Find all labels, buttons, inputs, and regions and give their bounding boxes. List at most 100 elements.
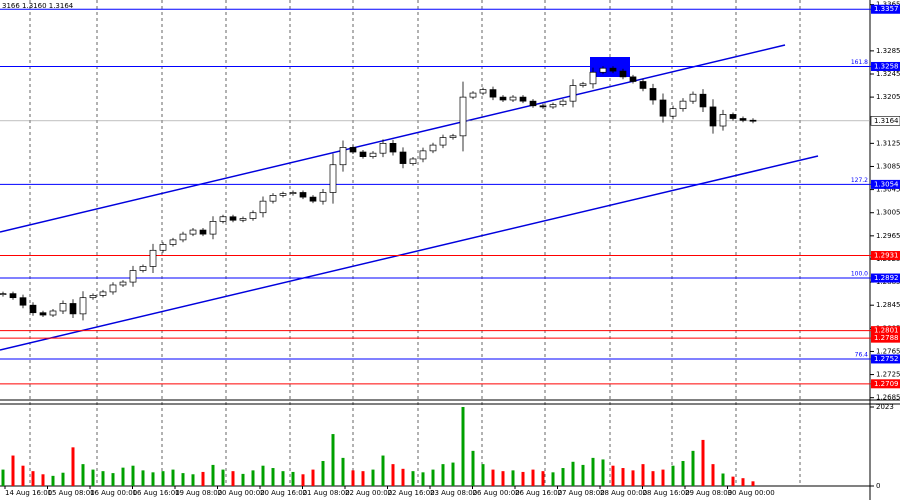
candle-body [29,304,37,314]
volume-bar [41,474,45,486]
candle-body [509,96,517,101]
level-box [871,333,900,343]
candle-body [639,81,647,89]
volume-bar [611,465,615,486]
x-tick-label: 22 Aug 16:00 [388,489,435,497]
volume-bar [691,450,695,486]
candle-body [169,239,177,245]
volume-bar [1,469,5,486]
candle-body [369,152,377,157]
candle-body [129,270,137,283]
candle-body [659,99,667,117]
candle-body [299,192,307,198]
candle-body [549,104,557,108]
candle-body [19,297,27,306]
volume-bar [161,471,165,486]
volume-bar [301,474,305,486]
x-tick-label: 22 Aug 00:00 [345,489,392,497]
x-tick-label: 26 Aug 16:00 [515,489,562,497]
volume-bar [171,469,175,486]
last-price-label: 1.3164 [874,117,899,125]
level-value: 1.2892 [874,274,899,282]
candle-body [79,297,87,315]
candle-body [209,221,217,235]
volume-bar [621,468,625,486]
y-tick-label: 1.3205 [876,93,900,101]
volume-bar [651,471,655,486]
volume-bar [541,471,545,486]
volume-bar [151,472,155,486]
candle-body [489,89,497,98]
candle-body [239,218,247,221]
volume-bar [551,472,555,486]
volume-bar [241,473,245,486]
volume-bar [601,459,605,486]
candle-body [159,244,167,251]
volume-bar [321,461,325,486]
candle-body [149,249,157,267]
volume-tick-label: 2023 [876,403,894,411]
y-tick-label: 1.3125 [876,139,900,147]
volume-bar [731,476,735,486]
volume-bar [491,469,495,486]
volume-bar [591,457,595,486]
x-tick-label: 19 Aug 08:00 [175,489,222,497]
x-tick-label: 29 Aug 08:00 [685,489,732,497]
candle-body [419,150,427,160]
volume-bar [191,474,195,486]
candle-body [179,233,187,241]
level-box [871,250,900,260]
y-tick-label: 1.2845 [876,301,900,309]
volume-bar [71,447,75,486]
level-value: 1.3258 [874,62,899,70]
y-tick-label: 1.2685 [876,394,900,402]
candle-body [119,281,127,286]
candle-body [409,158,417,164]
candle-body [139,266,147,271]
candle-body [339,147,347,166]
volume-bar [431,469,435,486]
y-tick-label: 1.3365 [876,1,900,9]
candle-body [349,147,357,153]
candle-body [399,151,407,164]
volume-bar [121,467,125,486]
candle-body [459,96,467,137]
volume-bar [581,464,585,486]
candle-body [329,164,337,193]
level-value: 1.2931 [874,251,899,259]
candle-body [499,96,507,101]
volume-bar [141,470,145,486]
x-tick-label: 20 Aug 00:00 [218,489,265,497]
candle-body [199,229,207,235]
candle-body [719,114,727,127]
volume-bar [181,473,185,486]
x-tick-label: 16 Aug 00:00 [90,489,137,497]
volume-bar [401,468,405,486]
volume-bar [11,455,15,486]
volume-bar [481,464,485,486]
candle-body [539,105,547,108]
last-price-box [870,116,900,126]
candle-body [269,195,277,202]
x-tick-label: 20 Aug 16:00 [260,489,307,497]
candle-body [569,85,577,102]
level-box [871,4,900,14]
candle-body [469,92,477,98]
volume-bar [641,464,645,486]
volume-bar [331,434,335,486]
volume-bar [61,472,65,486]
volume-bar [21,465,25,486]
level-value: 1.2752 [874,355,899,363]
candle-body [429,144,437,152]
candle-body [359,151,367,157]
volume-bar [741,478,745,486]
level-value: 1.2709 [874,380,899,388]
volume-bar [421,472,425,486]
candle-body [59,303,67,312]
y-tick-label: 1.3245 [876,70,900,78]
volume-bar [671,465,675,486]
candle-body [709,106,717,127]
volume-bar [201,471,205,486]
level-box [871,354,900,364]
